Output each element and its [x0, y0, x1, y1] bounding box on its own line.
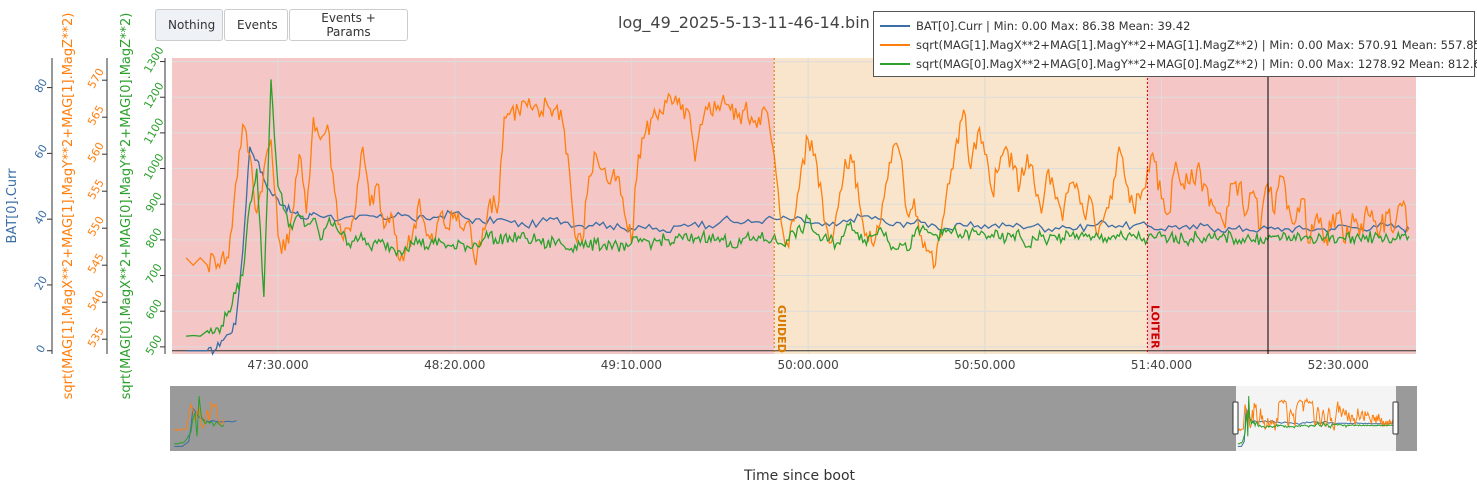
y-tick-label: 570 — [85, 66, 107, 91]
y-tick-label: 560 — [85, 140, 107, 165]
y-tick-label: 550 — [85, 214, 107, 239]
y-tick-label: 60 — [32, 142, 50, 161]
range-mini-trace — [1237, 395, 1396, 445]
y-tick-label: 40 — [32, 208, 50, 227]
mode-band-loiter — [1147, 58, 1416, 354]
y-tick-label: 535 — [85, 325, 107, 350]
range-slider-bg — [170, 386, 1417, 451]
range-mini-trace-early — [174, 407, 237, 447]
x-tick-label: 48:20.000 — [424, 358, 485, 372]
nothing-button[interactable]: Nothing — [155, 9, 223, 41]
y-axis-title-0: BAT[0].Curr — [5, 168, 20, 244]
mode-label-guided: GUIDED — [775, 305, 788, 353]
mode-label-loiter: LOITER — [1148, 305, 1161, 349]
x-tick-label: 50:00.000 — [777, 358, 838, 372]
chart-title: log_49_2025-5-13-11-46-14.bin — [618, 13, 870, 32]
y-axis-title-1: sqrt(MAG[1].MagX**2+MAG[1].MagY**2+MAG[1… — [61, 13, 76, 400]
y-tick-label: 545 — [85, 251, 107, 276]
y-tick-label: 1200 — [141, 80, 166, 111]
x-tick-label: 50:50.000 — [954, 358, 1015, 372]
mode-band-before — [172, 58, 775, 354]
y-tick-label: 900 — [143, 190, 165, 215]
y-tick-label: 600 — [143, 297, 165, 322]
legend-item-bat[interactable]: BAT[0].Curr | Min: 0.00 Max: 86.38 Mean:… — [880, 17, 1190, 35]
legend-text-mag1: sqrt(MAG[1].MagX**2+MAG[1].MagY**2+MAG[1… — [916, 38, 1477, 52]
range-mini-trace-early — [173, 401, 225, 432]
range-slider — [170, 386, 1417, 451]
y-tick-label: 0 — [34, 343, 49, 356]
events-params-button[interactable]: Events + Params — [289, 9, 408, 41]
legend-item-mag0[interactable]: sqrt(MAG[0].MagX**2+MAG[0].MagY**2+MAG[0… — [880, 55, 1477, 73]
x-tick-label: 47:30.000 — [247, 358, 308, 372]
range-mini-trace — [1237, 397, 1396, 432]
legend-text-mag0: sqrt(MAG[0].MagX**2+MAG[0].MagY**2+MAG[0… — [916, 57, 1477, 71]
y-tick-label: 80 — [32, 77, 50, 96]
y-tick-label: 565 — [85, 103, 107, 128]
y-tick-label: 1100 — [141, 116, 166, 147]
series-line-1 — [185, 92, 1410, 273]
mode-band-guided — [774, 58, 1148, 354]
x-axis-title: Time since boot — [744, 468, 856, 484]
legend: BAT[0].Curr | Min: 0.00 Max: 86.38 Mean:… — [873, 11, 1477, 77]
series-line-0 — [186, 146, 1410, 356]
legend-swatch-mag0 — [880, 63, 910, 65]
y-tick-label: 500 — [143, 333, 165, 358]
y-tick-label: 555 — [85, 177, 107, 202]
x-tick-label: 52:30.000 — [1308, 358, 1369, 372]
legend-swatch-bat — [880, 25, 910, 27]
legend-item-mag1[interactable]: sqrt(MAG[1].MagX**2+MAG[1].MagY**2+MAG[1… — [880, 36, 1477, 54]
y-tick-label: 700 — [143, 261, 165, 286]
series-line-2 — [186, 79, 1410, 337]
events-button[interactable]: Events — [224, 9, 288, 41]
x-tick-label: 51:40.000 — [1131, 358, 1192, 372]
range-mini-trace-early — [174, 395, 225, 445]
y-tick-label: 20 — [32, 274, 50, 293]
range-handle-right[interactable] — [1392, 401, 1399, 435]
y-tick-label: 540 — [85, 288, 107, 313]
y-tick-label: 800 — [143, 226, 165, 251]
x-tick-label: 49:10.000 — [601, 358, 662, 372]
y-tick-label: 1000 — [141, 151, 166, 182]
legend-swatch-mag1 — [880, 44, 910, 46]
range-handle-left[interactable] — [1232, 401, 1239, 435]
legend-text-bat: BAT[0].Curr | Min: 0.00 Max: 86.38 Mean:… — [916, 19, 1191, 33]
y-tick-label: 1300 — [141, 44, 166, 75]
y-axis-title-2: sqrt(MAG[0].MagX**2+MAG[0].MagY**2+MAG[0… — [119, 13, 134, 400]
